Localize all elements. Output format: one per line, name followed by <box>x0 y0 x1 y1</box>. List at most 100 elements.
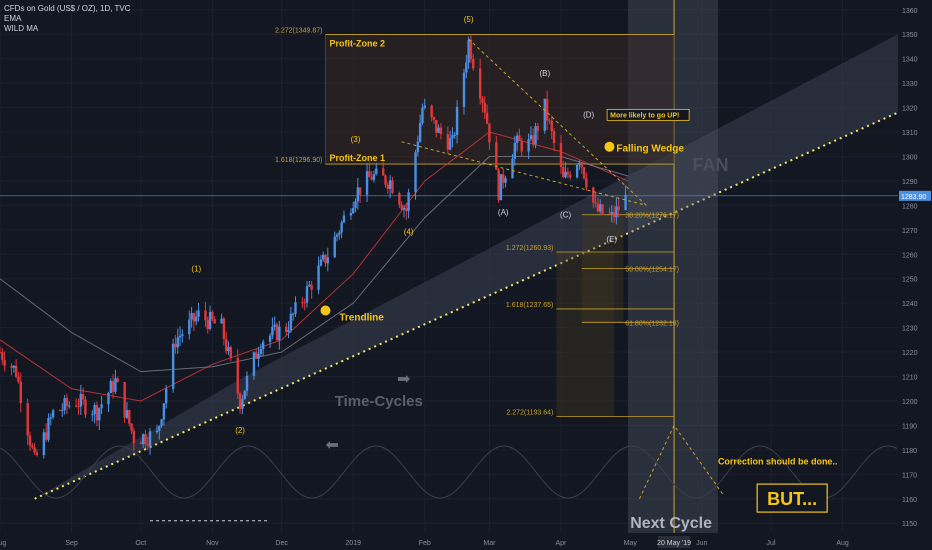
time-tick-label: Oct <box>135 540 146 547</box>
candle-body <box>158 426 161 431</box>
price-tick-label: 1220 <box>902 350 918 357</box>
candle-body <box>338 232 341 235</box>
candle-body <box>529 135 533 140</box>
next-cycle-label: Next Cycle <box>630 515 712 532</box>
candle-body <box>601 204 604 214</box>
candle-body <box>548 120 551 122</box>
candle-body <box>564 171 567 178</box>
time-axis[interactable]: Aug Sep Oct Nov Dec 2019 Feb Mar Apr May Jun Jul Aug… <box>0 533 932 550</box>
candle-body <box>213 319 216 324</box>
candle-body <box>28 435 32 446</box>
price-tick-label: 1260 <box>902 252 918 259</box>
candle-body <box>599 204 602 212</box>
candle-body <box>356 187 360 202</box>
candle-body <box>365 171 369 195</box>
candle-body <box>192 313 196 322</box>
candle-body <box>610 211 613 214</box>
candle-body <box>275 324 279 341</box>
symbol-title[interactable]: CFDs on Gold (US$ / OZ), 1D, TVC <box>4 4 131 13</box>
candle-body <box>162 403 166 420</box>
candle-body <box>437 127 440 133</box>
candle-body <box>287 330 290 333</box>
candle-body <box>340 222 343 233</box>
profit-zones: 2.272(1349.87) 1.618(1296.90) 1.272(1260.9… <box>275 0 718 533</box>
time-tick-label: Mar <box>483 540 496 547</box>
price-tick-label: 1210 <box>902 375 918 382</box>
candle-body <box>225 338 228 352</box>
time-tick-label: Sep <box>65 540 78 547</box>
candle-body <box>268 335 272 342</box>
candle-body <box>0 352 2 354</box>
candle-body <box>370 177 373 180</box>
candle-body <box>128 410 131 424</box>
time-tick-label: Aug <box>0 540 6 547</box>
candle-body <box>326 257 330 264</box>
trendline <box>34 111 899 500</box>
candle-body <box>61 410 64 412</box>
candle-body <box>100 404 103 409</box>
candle-body <box>472 58 475 69</box>
candle-body <box>455 106 459 135</box>
candle-body <box>291 313 295 315</box>
candle-body <box>146 444 149 446</box>
candle-body <box>439 127 443 135</box>
candle-body <box>211 311 214 320</box>
legend-ema[interactable]: EMA <box>4 14 22 23</box>
wave-label: (2) <box>235 426 245 435</box>
candle-body <box>259 349 263 354</box>
candle-body <box>317 265 320 290</box>
candle-body <box>139 442 143 445</box>
candle-body <box>197 310 200 317</box>
candle-body <box>414 152 417 193</box>
candle-body <box>171 343 175 389</box>
candle-body <box>188 319 191 335</box>
candle-body <box>416 141 420 153</box>
price-tick-label: 1270 <box>902 228 918 235</box>
candle-body <box>19 381 22 404</box>
time-tick-label: Jun <box>696 540 707 547</box>
time-cycle-wave <box>0 445 898 499</box>
candle-body <box>407 192 410 212</box>
chart-legend[interactable]: CFDs on Gold (US$ / OZ), 1D, TVC EMA WIL… <box>4 4 131 34</box>
candle-body <box>222 318 226 339</box>
candle-body <box>243 390 246 400</box>
time-tick-label: May <box>624 540 638 547</box>
candle-body <box>294 302 297 314</box>
candle-body <box>421 107 424 124</box>
fan-band <box>34 34 899 500</box>
candle-body <box>513 143 516 159</box>
candle-body <box>58 410 62 412</box>
wave-label: (A) <box>498 208 509 217</box>
candle-body <box>261 341 265 350</box>
candle-body <box>252 352 256 376</box>
fib-retracement-label: 38.20%(1276.17) <box>625 213 679 220</box>
legend-wild-ma[interactable]: WILD MA <box>4 24 39 33</box>
candle-body <box>585 178 588 188</box>
candle-body <box>303 302 306 304</box>
price-tick-label: 1280 <box>902 203 918 210</box>
candle-body <box>448 138 452 150</box>
candle-body <box>310 284 313 290</box>
candle-body <box>552 131 556 144</box>
candle-body <box>204 310 207 321</box>
candle-body <box>155 430 159 432</box>
candle-body <box>178 335 182 338</box>
candle-body <box>499 174 503 201</box>
current-price-label: 1283.90 <box>901 194 926 201</box>
falling-wedge-dot <box>604 141 615 152</box>
price-tick-label: 1330 <box>902 81 918 88</box>
fib-extension-label: 2.272(1193.64) <box>506 410 553 417</box>
candle-body <box>42 432 46 456</box>
candle-body <box>174 343 177 348</box>
price-tick-label: 1320 <box>902 106 918 113</box>
candle-body <box>446 134 450 150</box>
wedge-lower <box>401 141 647 206</box>
candle-body <box>238 393 242 410</box>
candle-body <box>502 174 505 183</box>
candle-body <box>17 376 20 382</box>
candle-body <box>51 410 55 418</box>
time-tick-label: Jul <box>767 540 776 547</box>
time-tick-label: Apr <box>556 540 568 547</box>
